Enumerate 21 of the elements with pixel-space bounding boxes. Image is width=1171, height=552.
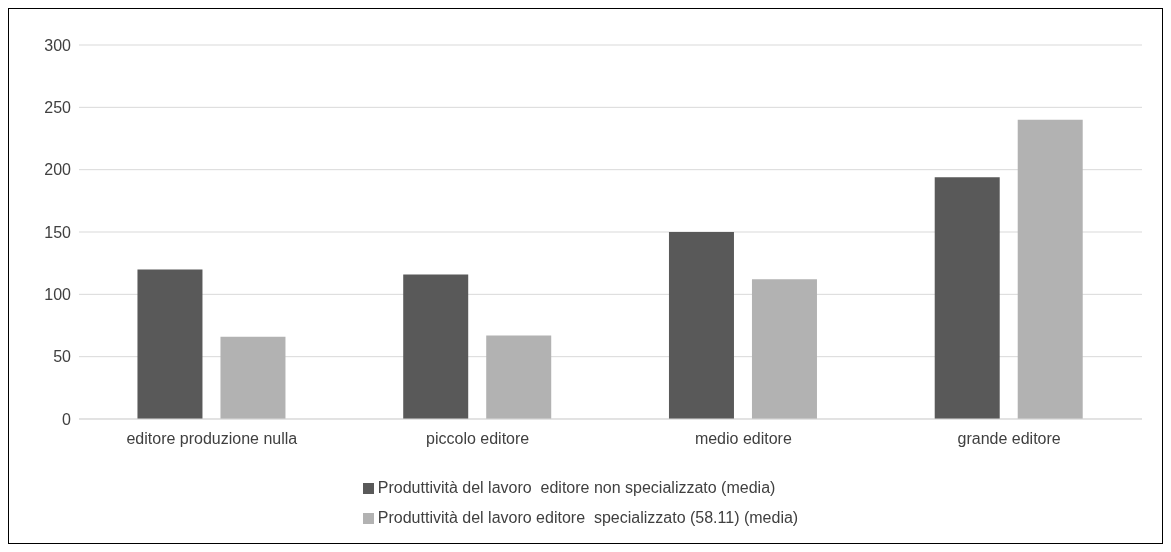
y-tick-label: 300 xyxy=(44,36,72,54)
y-tick-label: 50 xyxy=(53,348,72,366)
x-tick-label: editore produzione nulla xyxy=(126,430,298,448)
x-tick-label: grande editore xyxy=(957,430,1061,448)
legend-label: Produttività del lavoro editore non specializzato (media) xyxy=(377,479,776,496)
bar xyxy=(934,177,1000,419)
y-tick-label: 150 xyxy=(44,223,72,241)
x-tick-label: piccolo editore xyxy=(426,430,530,448)
x-tick-label: medio editore xyxy=(694,430,792,448)
y-tick-label: 100 xyxy=(44,286,72,304)
bar xyxy=(403,274,469,419)
bar xyxy=(1017,119,1083,419)
bar xyxy=(751,279,817,419)
bar xyxy=(220,336,286,419)
legend-label: Produttività del lavoro editore specializzato (58.11) (media) xyxy=(377,509,799,526)
y-tick-label: 0 xyxy=(62,410,72,428)
bar xyxy=(486,335,552,419)
bar xyxy=(137,269,203,419)
y-tick-label: 250 xyxy=(44,99,72,117)
y-tick-label: 200 xyxy=(44,161,72,179)
bar xyxy=(668,232,734,419)
